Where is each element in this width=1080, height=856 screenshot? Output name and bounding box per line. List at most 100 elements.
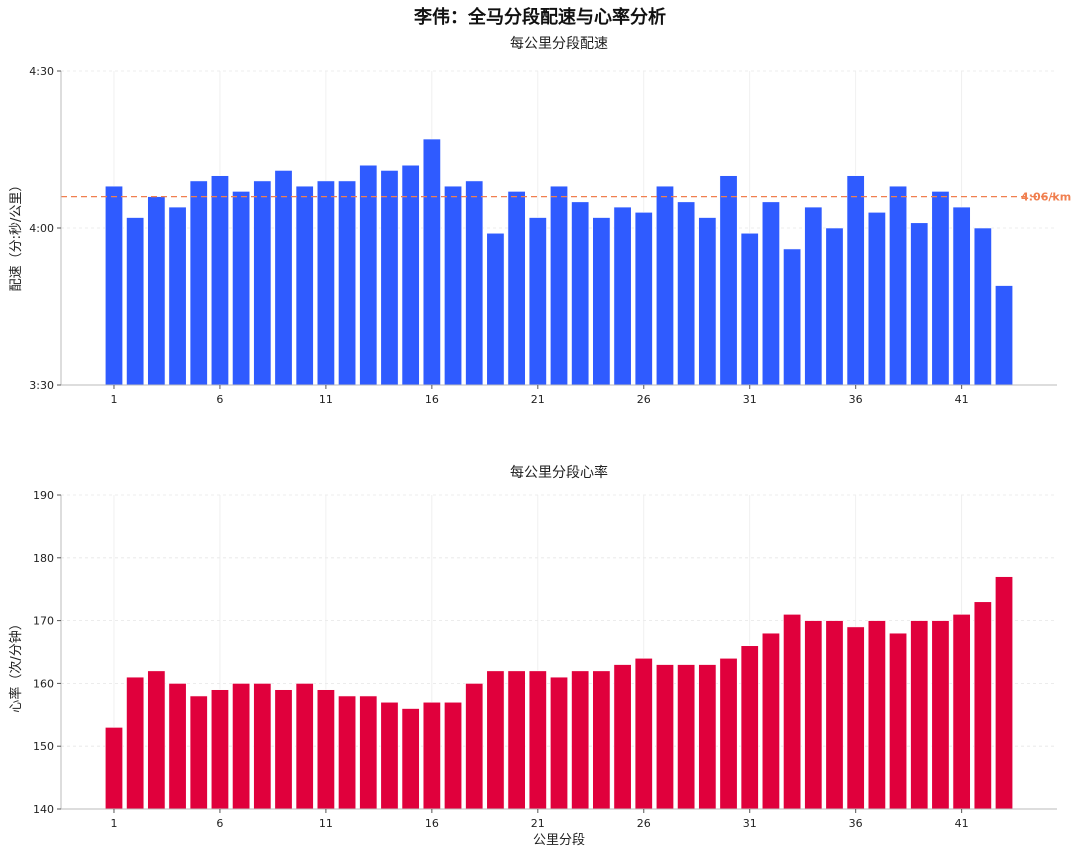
bar-km-24 <box>592 670 611 810</box>
bar-km-38 <box>889 632 908 810</box>
bar-km-19 <box>486 670 505 810</box>
bar-km-33 <box>783 614 802 810</box>
y-tick-label: 4:00 <box>29 222 54 235</box>
bar-km-6 <box>210 175 229 386</box>
bar-km-37 <box>867 620 886 810</box>
bar-km-42 <box>973 601 992 810</box>
bar-km-24 <box>592 217 611 386</box>
bar-km-21 <box>528 217 547 386</box>
bar-km-32 <box>761 632 780 810</box>
y-tick-label: 150 <box>33 740 54 753</box>
pace-axes: 3:304:004:301 6 11 16 21 26 31 36 41 <box>29 65 1057 406</box>
x-tick-label: 1 <box>110 817 117 830</box>
hr-bars <box>104 576 1014 810</box>
bar-km-27 <box>655 664 674 810</box>
bar-km-8 <box>253 683 272 810</box>
hr-chart-title: 每公里分段心率 <box>510 464 608 481</box>
bar-km-14 <box>380 701 399 810</box>
y-tick-label: 180 <box>33 552 54 565</box>
bar-km-12 <box>338 695 357 810</box>
bar-km-37 <box>867 212 886 386</box>
x-tick-label: 6 <box>216 393 223 406</box>
bar-km-25 <box>613 664 632 810</box>
bar-km-22 <box>550 676 568 810</box>
bar-km-23 <box>571 670 590 810</box>
y-tick-label: 3:30 <box>29 379 54 392</box>
bar-km-15 <box>401 708 420 810</box>
bar-km-7 <box>232 191 251 386</box>
bar-km-38 <box>889 185 908 386</box>
bar-km-41 <box>952 614 971 810</box>
x-tick-label: 31 <box>743 393 757 406</box>
bar-km-36 <box>846 626 865 810</box>
bar-km-28 <box>677 201 696 386</box>
bar-km-30 <box>719 175 738 386</box>
bar-km-33 <box>783 248 802 386</box>
bar-km-19 <box>486 232 505 386</box>
bar-km-29 <box>698 664 717 810</box>
bar-km-4 <box>168 683 187 810</box>
figure-title: 李伟：全马分段配速与心率分析 <box>413 6 666 28</box>
x-tick-label: 41 <box>955 393 969 406</box>
bar-km-20 <box>507 670 526 810</box>
y-tick-label: 190 <box>33 489 54 502</box>
bar-km-34 <box>804 620 823 810</box>
bar-km-8 <box>253 180 272 386</box>
x-tick-label: 16 <box>425 817 439 830</box>
x-tick-label: 1 <box>110 393 117 406</box>
bar-km-35 <box>825 227 844 386</box>
bar-km-5 <box>189 695 208 810</box>
bar-km-28 <box>677 664 696 810</box>
bar-km-42 <box>973 227 992 386</box>
bar-km-23 <box>571 201 590 386</box>
hr-y-axis-label: 心率（次/分钟） <box>8 617 24 712</box>
bar-km-26 <box>634 657 653 810</box>
bar-km-35 <box>825 620 844 810</box>
x-tick-label: 21 <box>531 817 545 830</box>
bar-km-25 <box>613 206 632 386</box>
x-tick-label: 36 <box>849 393 863 406</box>
hr-x-axis-label: 公里分段 <box>533 833 585 848</box>
bar-km-11 <box>316 689 335 810</box>
x-tick-label: 26 <box>637 393 651 406</box>
bar-km-31 <box>740 232 759 386</box>
x-tick-label: 21 <box>531 393 545 406</box>
x-tick-label: 26 <box>637 817 651 830</box>
bar-km-13 <box>359 695 378 810</box>
bar-km-14 <box>380 170 399 386</box>
pace-bars <box>104 138 1014 386</box>
bar-km-18 <box>465 683 484 810</box>
bar-km-9 <box>274 689 293 810</box>
bar-km-6 <box>210 689 229 810</box>
bar-km-10 <box>295 683 314 810</box>
bar-km-3 <box>147 670 166 810</box>
bar-km-20 <box>507 191 526 386</box>
x-tick-label: 36 <box>849 817 863 830</box>
bar-km-43 <box>995 285 1014 386</box>
bar-km-39 <box>910 222 929 386</box>
bar-km-41 <box>952 206 971 386</box>
bar-km-29 <box>698 217 717 386</box>
bar-km-30 <box>719 657 738 810</box>
bar-km-31 <box>740 645 759 810</box>
bar-km-32 <box>761 201 780 386</box>
bar-km-7 <box>232 683 251 810</box>
y-tick-label: 140 <box>33 803 54 816</box>
x-tick-label: 41 <box>955 817 969 830</box>
heart-rate-panel: 每公里分段心率 心率（次/分钟） 公里分段 140 150 160 170 180 190… <box>8 464 1057 848</box>
bar-km-16 <box>422 138 441 386</box>
x-tick-label: 16 <box>425 393 439 406</box>
x-tick-label: 31 <box>743 817 757 830</box>
bar-km-17 <box>444 185 463 386</box>
bar-km-1 <box>104 727 123 810</box>
pace-reference: 4:06/km <box>61 191 1071 204</box>
bar-km-3 <box>147 196 166 386</box>
average-pace-label: 4:06/km <box>1021 191 1071 204</box>
bar-km-13 <box>359 164 378 386</box>
bar-km-36 <box>846 175 865 386</box>
bar-km-43 <box>995 576 1014 810</box>
bar-km-10 <box>295 185 314 386</box>
bar-km-34 <box>804 206 823 386</box>
bar-km-9 <box>274 170 293 386</box>
